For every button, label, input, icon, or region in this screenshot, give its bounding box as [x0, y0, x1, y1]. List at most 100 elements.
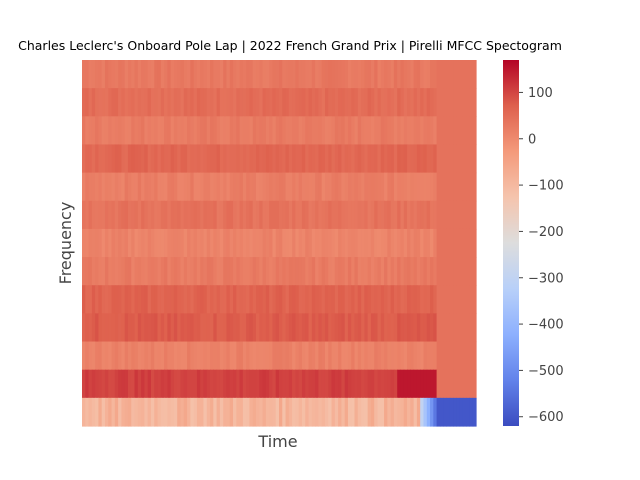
- heatmap-cell: [295, 116, 300, 146]
- heatmap-cell: [334, 116, 339, 146]
- heatmap-cell: [239, 341, 244, 371]
- heatmap-cell: [262, 144, 267, 174]
- heatmap-cell: [239, 228, 244, 258]
- heatmap-cell: [108, 285, 113, 314]
- heatmap-cell: [134, 341, 139, 371]
- heatmap-cell: [423, 257, 428, 286]
- heatmap-cell: [265, 172, 270, 202]
- heatmap-cell: [443, 369, 448, 399]
- heatmap-cell: [229, 60, 234, 89]
- heatmap-cell: [111, 285, 116, 314]
- heatmap-cell: [131, 60, 136, 89]
- heatmap-cell: [436, 144, 441, 174]
- heatmap-cell: [262, 228, 267, 258]
- heatmap-cell: [216, 228, 221, 258]
- heatmap-cell: [239, 200, 244, 230]
- heatmap-cell: [324, 285, 329, 314]
- heatmap-cell: [407, 60, 411, 89]
- heatmap-cell: [160, 144, 165, 174]
- heatmap-cell: [347, 397, 352, 427]
- heatmap-cell: [393, 228, 398, 258]
- heatmap-cell: [453, 144, 457, 174]
- heatmap-cell: [305, 88, 310, 117]
- heatmap-cell: [410, 116, 415, 146]
- heatmap-cell: [472, 228, 477, 258]
- heatmap-cell: [196, 88, 201, 117]
- heatmap-cell: [157, 313, 162, 343]
- heatmap-cell: [367, 397, 372, 427]
- heatmap-cell: [160, 397, 165, 427]
- heatmap-cell: [397, 88, 402, 117]
- heatmap-cell: [206, 200, 211, 230]
- heatmap-cell: [187, 228, 191, 258]
- heatmap-cell: [456, 341, 461, 371]
- heatmap-cell: [433, 116, 438, 146]
- heatmap-cell: [219, 397, 224, 427]
- heatmap-cell: [308, 200, 313, 230]
- heatmap-cell: [177, 285, 182, 314]
- heatmap-cell: [331, 228, 336, 258]
- heatmap-cell: [311, 88, 316, 117]
- heatmap-cell: [413, 369, 418, 399]
- heatmap-cell: [357, 369, 362, 399]
- heatmap-cell: [160, 172, 165, 202]
- heatmap-cell: [193, 257, 198, 286]
- heatmap-cell: [374, 60, 379, 89]
- heatmap-cell: [423, 228, 428, 258]
- heatmap-cell: [196, 285, 201, 314]
- heatmap-cell: [324, 341, 329, 371]
- heatmap-cell: [334, 257, 339, 286]
- heatmap-cell: [173, 144, 178, 174]
- heatmap-cell: [180, 397, 185, 427]
- heatmap-cell: [318, 116, 323, 146]
- heatmap-cell: [150, 172, 155, 202]
- heatmap-cell: [374, 285, 379, 314]
- heatmap-cell: [131, 172, 136, 202]
- heatmap-cell: [256, 228, 260, 258]
- heatmap-cell: [318, 341, 323, 371]
- heatmap-cell: [377, 144, 382, 174]
- heatmap-cell: [85, 313, 90, 343]
- heatmap-cell: [193, 341, 198, 371]
- heatmap-cell: [272, 257, 277, 286]
- heatmap-cell: [354, 397, 359, 427]
- heatmap-cell: [282, 144, 287, 174]
- heatmap-cell: [380, 228, 385, 258]
- heatmap-cell: [430, 172, 434, 202]
- heatmap-cell: [321, 88, 326, 117]
- heatmap-cell: [249, 88, 254, 117]
- heatmap-cell: [91, 257, 96, 286]
- heatmap-cell: [472, 116, 477, 146]
- heatmap-cell: [315, 172, 319, 202]
- heatmap-cell: [121, 228, 126, 258]
- heatmap-cell: [341, 397, 346, 427]
- heatmap-cell: [459, 369, 464, 399]
- heatmap-cell: [134, 200, 139, 230]
- heatmap-cell: [160, 313, 165, 343]
- heatmap-cell: [82, 88, 86, 117]
- heatmap-cell: [173, 88, 178, 117]
- heatmap-cell: [393, 257, 398, 286]
- heatmap-cell: [301, 397, 306, 427]
- heatmap-cell: [108, 116, 113, 146]
- heatmap-cell: [453, 257, 457, 286]
- heatmap-cell: [377, 285, 382, 314]
- heatmap-cell: [384, 172, 388, 202]
- heatmap-cell: [462, 88, 467, 117]
- heatmap-cell: [416, 257, 421, 286]
- heatmap-cell: [341, 172, 346, 202]
- heatmap-cell: [131, 88, 136, 117]
- heatmap-cell: [446, 341, 451, 371]
- heatmap-cell: [167, 88, 172, 117]
- heatmap-cell: [361, 144, 365, 174]
- heatmap-cell: [114, 200, 119, 230]
- heatmap-cell: [95, 228, 100, 258]
- heatmap-cell: [269, 144, 274, 174]
- heatmap-cell: [262, 341, 267, 371]
- heatmap-cell: [449, 369, 454, 399]
- heatmap-cell: [449, 200, 454, 230]
- heatmap-cell: [173, 313, 178, 343]
- heatmap-cell: [466, 60, 471, 89]
- heatmap-cell: [203, 60, 208, 89]
- heatmap-cell: [98, 172, 103, 202]
